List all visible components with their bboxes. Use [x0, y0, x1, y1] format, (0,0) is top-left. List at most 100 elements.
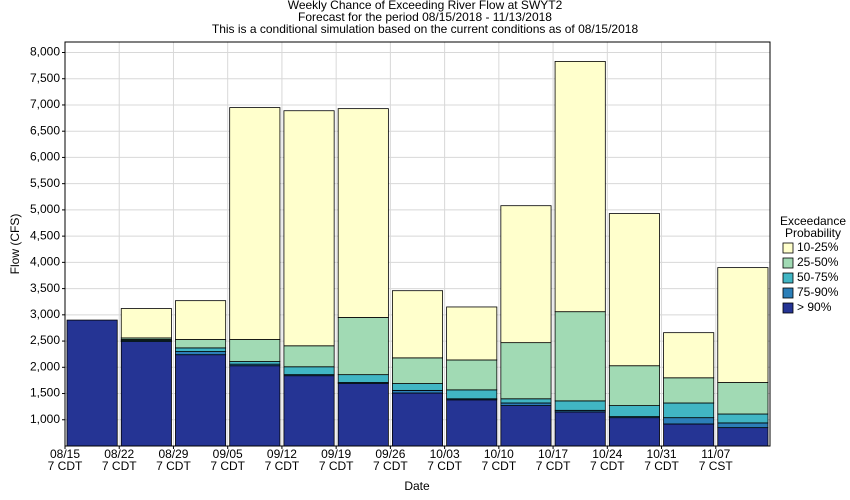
x-tick-label: 7 CDT [373, 459, 408, 473]
y-tick-label: 1,500 [30, 386, 60, 400]
bar-segment [554, 411, 606, 447]
legend-swatch [782, 257, 794, 269]
bar-segment [391, 383, 444, 391]
legend-swatch [782, 302, 794, 314]
bar-segment [663, 417, 715, 425]
x-tick-label: 7 CST [699, 459, 734, 473]
y-tick-label: 6,500 [30, 123, 60, 137]
bar-segment [554, 311, 606, 402]
x-tick-label: 7 CDT [590, 459, 625, 473]
x-tick-label: 7 CDT [644, 459, 679, 473]
legend-label: 10-25% [797, 240, 839, 254]
bar-segment [717, 427, 769, 447]
bar-segment [500, 205, 552, 344]
legend-title: Exceedance [780, 214, 846, 228]
bar-segment [446, 389, 498, 400]
x-tick-label: 7 CDT [427, 459, 462, 473]
bar-segment [608, 365, 660, 406]
bar-segment [391, 392, 444, 447]
x-tick-label: 7 CDT [102, 459, 137, 473]
y-tick-label: 3,500 [30, 281, 60, 295]
bar-segment [337, 317, 389, 376]
y-tick-label: 2,000 [30, 359, 60, 373]
bar-segment [391, 290, 444, 359]
bar-segment [120, 308, 172, 339]
x-tick-label: 10/10 [484, 447, 514, 461]
bar-segment [175, 351, 227, 356]
x-tick-label: 09/19 [321, 447, 351, 461]
bar-segment [175, 347, 227, 352]
x-tick-label: 7 CDT [319, 459, 354, 473]
legend-swatch [782, 272, 794, 284]
y-axis-label: Flow (CFS) [8, 214, 22, 275]
chart-subtitle: This is a conditional simulation based o… [212, 22, 639, 36]
y-tick-label: 3,000 [30, 307, 60, 321]
chart-subtitle: Forecast for the period 08/15/2018 - 11/… [298, 10, 552, 24]
bar-segment [337, 374, 389, 383]
bar-segment [229, 365, 281, 447]
bar-segment [663, 423, 715, 447]
bar-segment [175, 354, 227, 447]
bar-segment [663, 402, 715, 419]
x-tick-label: 09/26 [375, 447, 405, 461]
plot-border [64, 41, 771, 447]
bar-segment [66, 319, 118, 447]
bar-segment [446, 306, 498, 361]
bar-segment [446, 359, 498, 391]
bar-segment [229, 339, 281, 362]
bar-segment [717, 422, 769, 429]
bar-segment [608, 213, 660, 367]
legend-title: Probability [785, 226, 841, 240]
x-tick-label: 09/05 [213, 447, 243, 461]
chart-title: Weekly Chance of Exceeding River Flow at… [288, 0, 563, 12]
x-tick-label: 08/29 [158, 447, 188, 461]
x-tick-label: 10/17 [538, 447, 568, 461]
bar-segment [229, 107, 281, 340]
y-tick-label: 2,500 [30, 333, 60, 347]
bar-segment [283, 375, 335, 447]
bar-segment [337, 383, 389, 447]
y-tick-label: 7,500 [30, 71, 60, 85]
legend-label: > 90% [797, 300, 832, 314]
x-tick-label: 7 CDT [265, 459, 300, 473]
bar-segment [175, 300, 227, 340]
bar-segment [500, 405, 552, 447]
x-tick-label: 10/24 [592, 447, 622, 461]
bar-segment [391, 357, 444, 384]
bar-segment [554, 400, 606, 411]
legend-swatch [782, 287, 794, 299]
bar-segment [337, 108, 389, 318]
legend-label: 75-90% [797, 285, 839, 299]
bar-segment [283, 110, 335, 347]
legend-swatch [782, 242, 794, 254]
x-tick-label: 08/22 [104, 447, 134, 461]
bar-segment [717, 413, 769, 424]
y-tick-label: 8,000 [30, 45, 60, 59]
x-tick-label: 7 CDT [482, 459, 517, 473]
x-tick-label: 7 CDT [156, 459, 191, 473]
bar-segment [717, 382, 769, 415]
x-axis-label: Date [404, 479, 430, 493]
x-tick-label: 10/03 [430, 447, 460, 461]
x-tick-label: 7 CDT [48, 459, 83, 473]
bar-segment [554, 61, 606, 313]
x-tick-label: 08/15 [50, 447, 80, 461]
x-tick-label: 7 CDT [536, 459, 571, 473]
bar-segment [446, 399, 498, 447]
legend-label: 50-75% [797, 270, 839, 284]
bar-segment [120, 341, 172, 447]
y-tick-label: 4,000 [30, 255, 60, 269]
bar-segment [500, 342, 552, 400]
y-tick-label: 5,000 [30, 202, 60, 216]
bar-segment [608, 405, 660, 418]
bar-segment [283, 366, 335, 376]
bar-segment [717, 267, 769, 383]
bar-segment [175, 339, 227, 349]
y-tick-label: 7,000 [30, 97, 60, 111]
bar-segment [608, 417, 660, 447]
bar-segment [283, 345, 335, 368]
bar-segment [500, 398, 552, 404]
y-tick-label: 6,000 [30, 150, 60, 164]
y-tick-label: 4,500 [30, 228, 60, 242]
